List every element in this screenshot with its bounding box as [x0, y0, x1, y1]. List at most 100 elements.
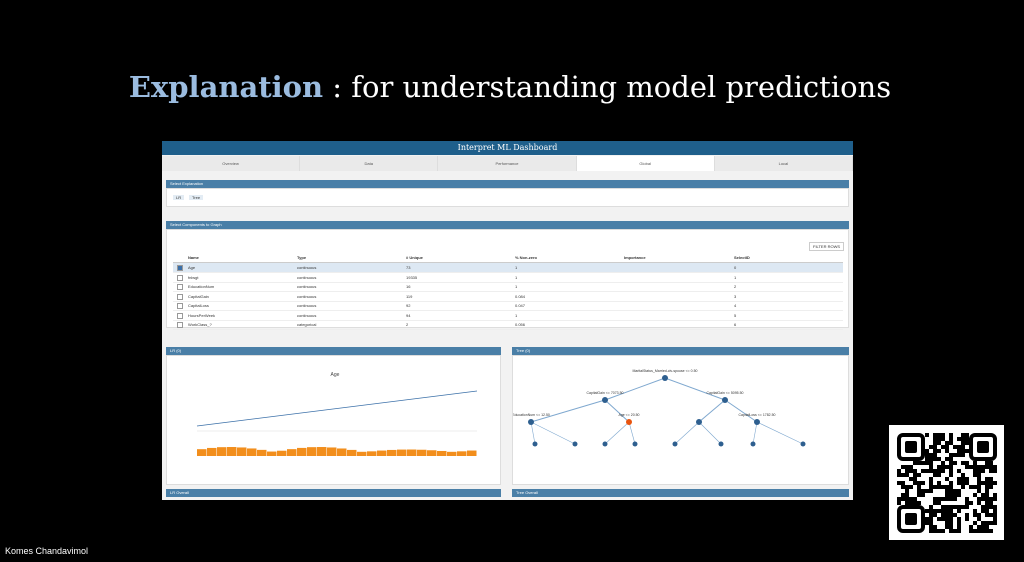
leaf[interactable] [602, 441, 608, 447]
tree-node[interactable] [662, 375, 668, 381]
leaf[interactable] [800, 441, 806, 447]
checkbox[interactable] [177, 284, 183, 290]
table-row[interactable] [173, 273, 843, 283]
qr-module [945, 441, 949, 445]
qr-module [977, 489, 981, 493]
qr-module [949, 469, 953, 473]
table-row[interactable] [173, 301, 843, 311]
qr-module [897, 469, 901, 473]
qr-module [985, 509, 989, 513]
tab[interactable]: Performance [438, 156, 577, 171]
checkbox[interactable] [177, 303, 183, 309]
hist-bar [317, 447, 327, 456]
qr-module [965, 449, 969, 453]
qr-module [937, 449, 941, 453]
qr-module [965, 481, 969, 485]
table-cell: CapitalGain [188, 293, 209, 299]
qr-module [937, 509, 941, 513]
qr-module [913, 477, 917, 481]
qr-module [941, 485, 945, 489]
panel-header: Tree Overall [512, 489, 849, 497]
leaf[interactable] [632, 441, 638, 447]
tree-node[interactable] [754, 419, 760, 425]
qr-module [981, 493, 985, 497]
checkbox[interactable] [177, 312, 183, 319]
tree-node[interactable] [602, 397, 608, 403]
qr-finder-center [977, 441, 989, 453]
table-row[interactable] [173, 311, 843, 321]
leaf[interactable] [718, 441, 724, 447]
table-row[interactable] [173, 292, 843, 302]
tree-node[interactable] [528, 419, 534, 425]
node-label: MaritalStatus_Married-civ-spouse <= 0.50 [633, 369, 698, 373]
hist-bar [367, 451, 377, 456]
qr-finder [969, 433, 997, 461]
checkbox[interactable] [177, 274, 183, 281]
explanation-select[interactable]: LR Tree [166, 188, 849, 207]
qr-module [985, 481, 989, 485]
component-table: FILTER ROWS Name Type # Unique % Non-zero Im… [166, 229, 849, 330]
qr-finder-center [905, 513, 917, 525]
table-row[interactable] [173, 263, 843, 273]
qr-module [937, 481, 941, 485]
tab[interactable]: Data [300, 156, 439, 171]
tree-node[interactable] [626, 419, 632, 425]
checkbox[interactable] [177, 322, 183, 328]
chart-title: Age [331, 372, 340, 378]
table-row[interactable] [173, 282, 843, 292]
qr-module [973, 509, 977, 513]
qr-module [981, 465, 985, 469]
table-cell: 2 [406, 322, 409, 327]
qr-module [957, 437, 961, 441]
qr-module [929, 489, 933, 493]
table-cell: 2 [734, 284, 737, 289]
table-row[interactable] [173, 320, 843, 330]
qr-module [933, 473, 937, 477]
qr-module [929, 477, 933, 481]
tree-node[interactable] [696, 419, 702, 425]
qr-module [945, 477, 949, 481]
table-cell: 94 [406, 312, 411, 318]
table-cell: 0.047 [515, 303, 526, 308]
qr-module [933, 457, 937, 461]
qr-module [945, 489, 949, 493]
qr-module [989, 505, 993, 509]
checkbox[interactable] [177, 265, 183, 271]
qr-module [897, 473, 901, 477]
qr-module [969, 529, 973, 533]
panel: Age [166, 355, 501, 485]
qr-module [969, 501, 973, 505]
qr-module [949, 437, 953, 441]
qr-module [985, 501, 989, 505]
chip[interactable]: LR [173, 195, 185, 200]
qr-module [941, 445, 945, 449]
qr-module [981, 525, 985, 529]
qr-finder-center [905, 441, 917, 453]
leaf[interactable] [532, 441, 538, 447]
checkbox[interactable] [177, 293, 183, 300]
hist-bar [297, 447, 307, 456]
filter-button[interactable]: FILTER ROWS [809, 242, 845, 251]
qr-module [941, 529, 945, 533]
hist-bar [437, 450, 447, 456]
leaf[interactable] [672, 441, 678, 447]
hist-bar [197, 449, 207, 456]
hist-bar [457, 451, 467, 456]
qr-module [949, 497, 953, 501]
leaf[interactable] [750, 441, 756, 447]
qr-module [905, 489, 909, 493]
qr-module [953, 445, 957, 449]
tab[interactable]: Local [714, 156, 853, 171]
qr-module [957, 453, 961, 457]
qr-module [941, 513, 945, 517]
qr-module [993, 493, 997, 497]
hist-bar [467, 450, 477, 456]
edge [604, 377, 666, 401]
tab[interactable]: Overview [162, 156, 301, 171]
tab[interactable]: Global [576, 156, 715, 171]
speaker-name: Komes Chandavimol [5, 546, 89, 556]
qr-module [905, 501, 909, 505]
leaf[interactable] [572, 441, 578, 447]
tree-node[interactable] [722, 397, 728, 403]
chip[interactable]: Tree [189, 195, 204, 200]
